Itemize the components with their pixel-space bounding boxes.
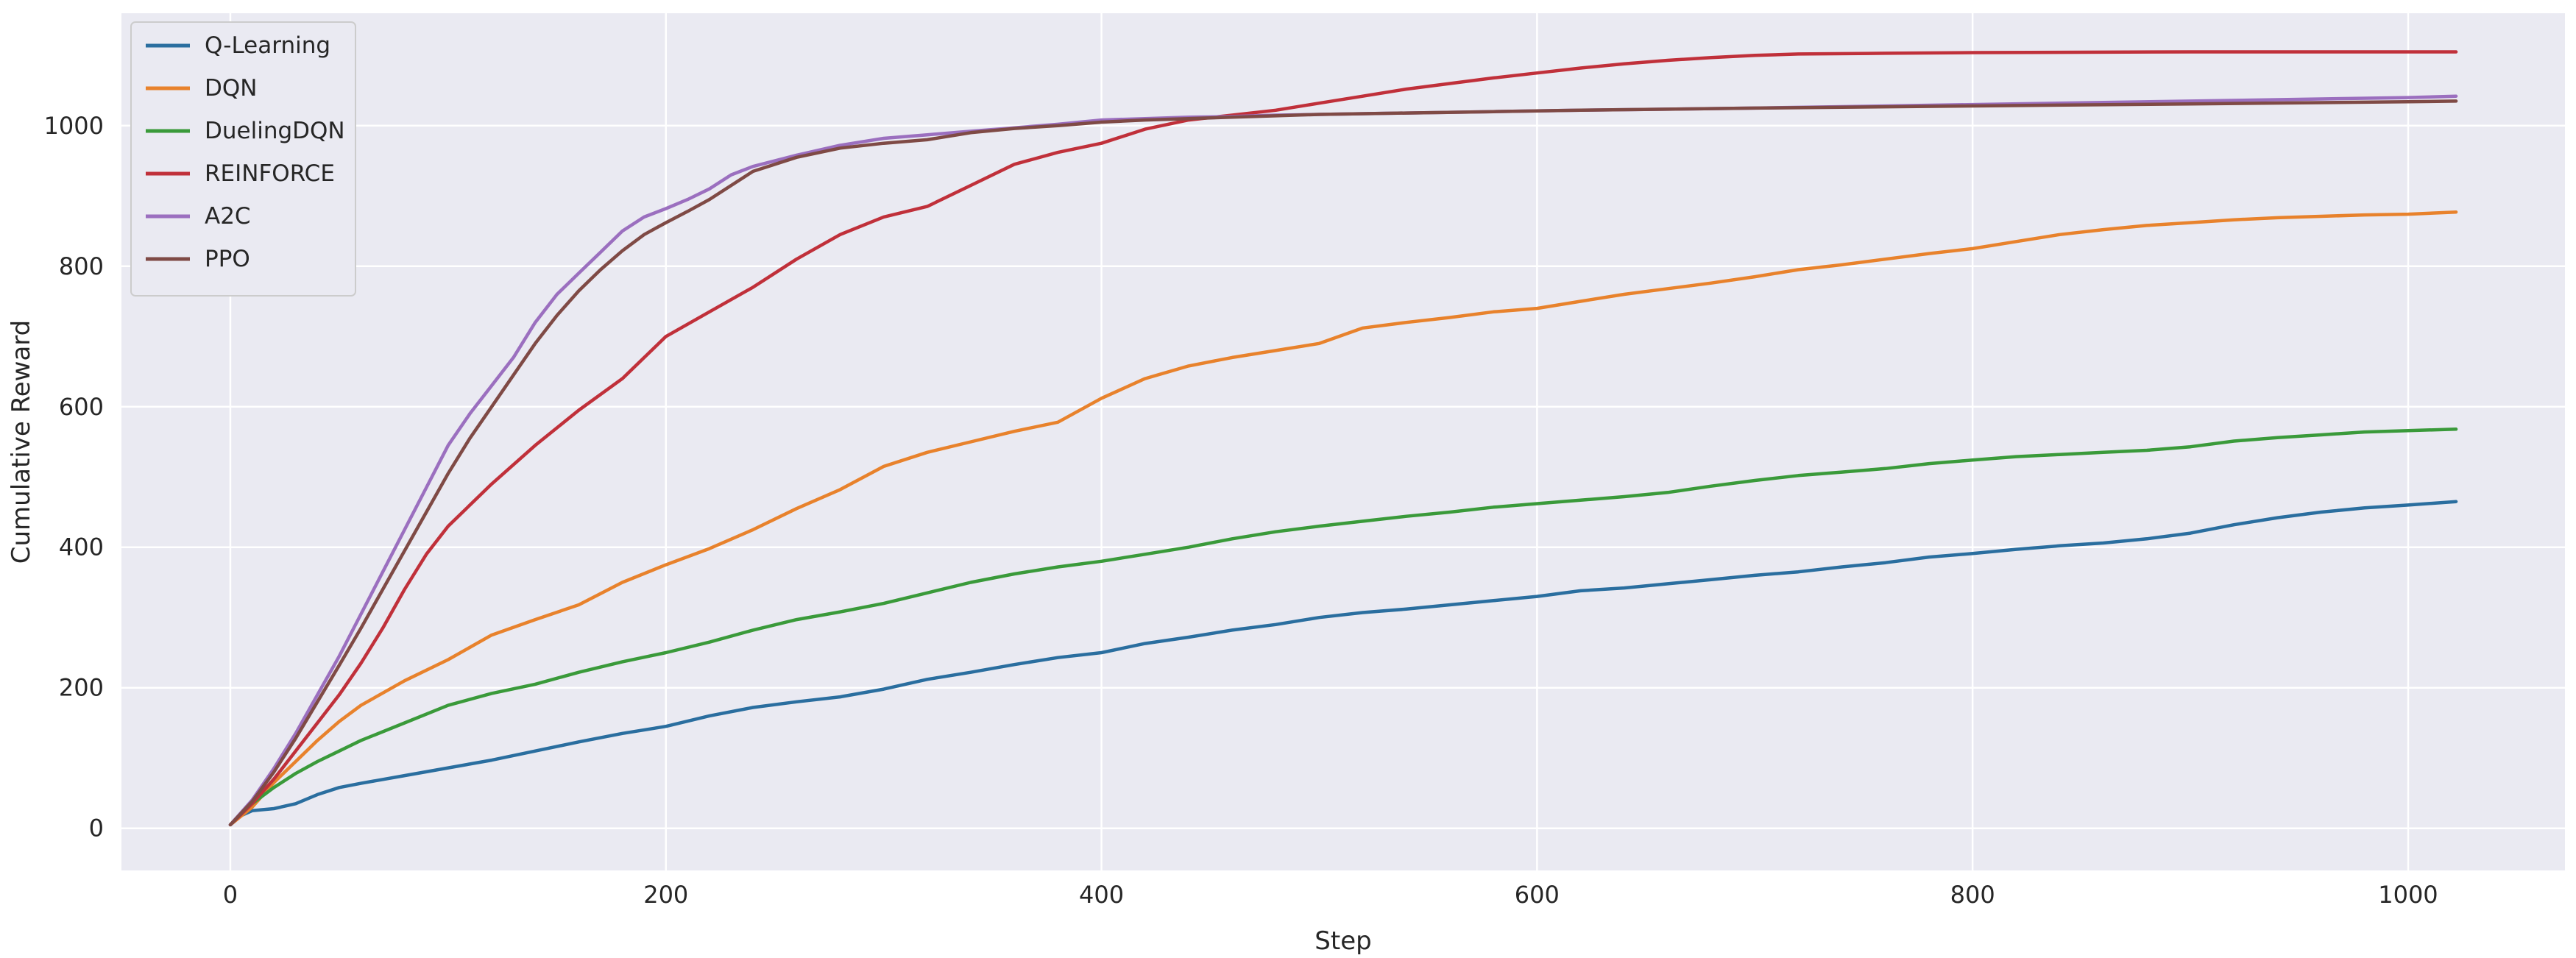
series-lines	[228, 50, 2458, 827]
y-tick-label: 800	[59, 252, 104, 280]
y-tick-label: 1000	[44, 112, 104, 140]
series-line-ppo	[228, 99, 2458, 827]
y-tick-label: 600	[59, 393, 104, 421]
x-axis-label: Step	[1314, 926, 1371, 956]
legend-label: PPO	[205, 246, 250, 272]
x-tick-label: 200	[643, 881, 688, 909]
series-line-reinforce	[228, 50, 2458, 827]
legend-label: A2C	[205, 203, 251, 230]
y-tick-label: 400	[59, 533, 104, 561]
legend-box	[130, 21, 356, 297]
legend-label: DQN	[205, 75, 257, 102]
x-tick-label: 1000	[2378, 881, 2438, 909]
x-tick-label: 400	[1079, 881, 1124, 909]
tick-labels: 0 200 400 600 800 1000 0 200 400 600 800 1000	[44, 112, 2438, 909]
plot-background	[121, 13, 2565, 870]
legend-label: Q-Learning	[205, 32, 330, 59]
series-line-duelingdqn	[228, 427, 2458, 827]
x-tick-label: 800	[1950, 881, 1995, 909]
legend-label: REINFORCE	[205, 160, 335, 187]
grid-lines	[121, 13, 2565, 870]
series-line-q-learning	[228, 500, 2458, 827]
y-tick-label: 0	[89, 815, 104, 842]
legend: Q-Learning DQN DuelingDQN REINFORCE A2C PPO	[130, 21, 356, 297]
y-axis-label: Cumulative Reward	[7, 320, 36, 564]
y-tick-label: 200	[59, 674, 104, 702]
legend-label: DuelingDQN	[205, 118, 345, 144]
series-line-dqn	[228, 210, 2458, 827]
x-tick-label: 600	[1515, 881, 1560, 909]
x-tick-label: 0	[223, 881, 238, 909]
